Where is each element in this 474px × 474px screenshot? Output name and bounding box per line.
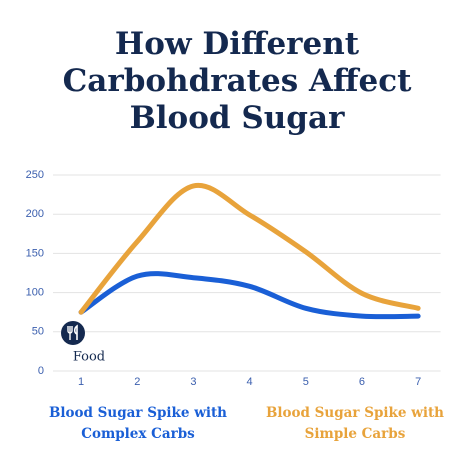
icon-circle — [61, 321, 85, 345]
x-tick-label: 6 — [359, 376, 365, 388]
fork — [67, 326, 73, 340]
y-tick-label: 50 — [32, 326, 44, 338]
knife — [73, 324, 78, 340]
chart-title: How Different Carbohdrates Affect Blood … — [62, 26, 412, 136]
series-line — [78, 182, 421, 315]
y-tick-label: 0 — [38, 365, 44, 377]
series-line — [78, 271, 421, 320]
food-icon — [61, 321, 85, 345]
y-tick-label: 100 — [26, 287, 44, 299]
y-tick-label: 150 — [26, 247, 44, 259]
legend-entry: Blood Sugar Spike with Complex Carbs — [48, 405, 227, 442]
x-tick-label: 2 — [134, 376, 140, 388]
y-tick-label: 200 — [26, 208, 44, 220]
x-tick-label: 5 — [303, 376, 309, 388]
y-tick-label: 250 — [26, 169, 44, 181]
x-tick-label: 3 — [190, 376, 196, 388]
annotation: Food — [73, 350, 105, 365]
x-tick-label: 4 — [247, 376, 253, 388]
legend-entry: Blood Sugar Spike with Simple Carbs — [265, 405, 444, 442]
x-tick-label: 7 — [415, 376, 421, 388]
x-tick-label: 1 — [78, 376, 84, 388]
